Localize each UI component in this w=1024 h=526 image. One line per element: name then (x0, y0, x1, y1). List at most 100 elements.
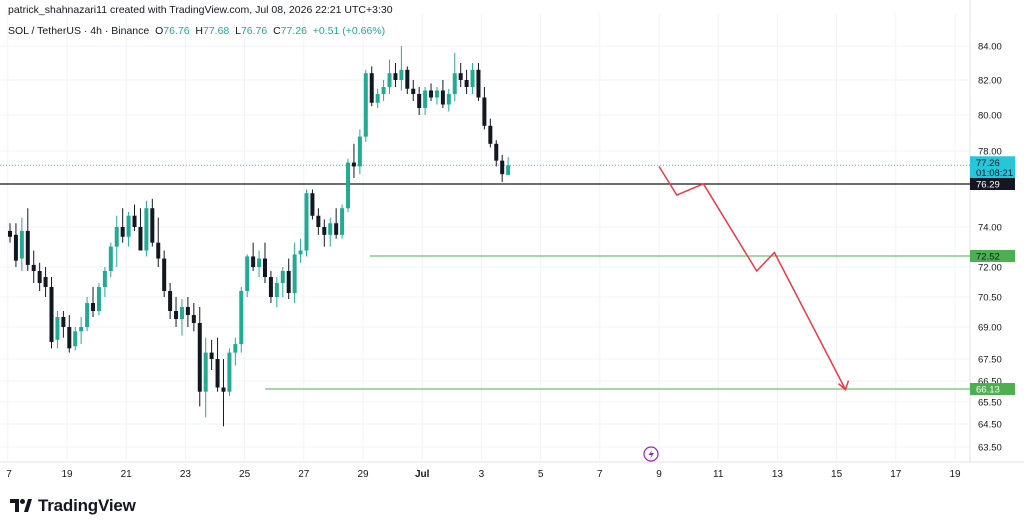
candle-body (221, 387, 226, 392)
time-axis[interactable]: 7 19 21 23 25 27 29 Jul 3 5 7 9 11 13 15 17 19 (6, 469, 961, 480)
price-tick-label: 80.00 (978, 111, 1002, 122)
black-level-tag (970, 178, 1015, 190)
price-axis[interactable]: 84.00 82.00 80.00 78.00 74.00 72.00 70.50 69.00… (978, 42, 1002, 454)
candle-body (292, 254, 297, 293)
candle-body (316, 215, 321, 227)
candle-body (96, 287, 101, 311)
chart-caption: patrick_shahnazari11 created with Tradin… (8, 4, 393, 16)
price-tick-label: 66.50 (978, 377, 1002, 388)
candle-body (67, 327, 72, 349)
candle-body (150, 208, 155, 243)
time-tick-label: 7 (597, 469, 603, 480)
candle-body (25, 230, 30, 265)
projection-path (658, 166, 850, 391)
close-value: 77.26 (280, 25, 307, 37)
candle-body (411, 88, 416, 94)
tradingview-logo-icon (10, 499, 32, 512)
time-tick-label: 13 (772, 469, 784, 480)
candle-body (108, 246, 113, 271)
price-tick-label: 64.50 (978, 420, 1002, 431)
candle-body (197, 323, 202, 392)
candle-body (375, 94, 380, 103)
candle-body (168, 291, 173, 311)
high-label: H (195, 25, 203, 37)
green-low-tag-text: 66.13 (976, 385, 1000, 396)
price-tick-label: 69.00 (978, 323, 1002, 334)
candle-body (156, 242, 161, 259)
candle-body (85, 303, 90, 327)
time-tick-label: 21 (121, 469, 133, 480)
symbol-label[interactable]: SOL / TetherUS · 4h · Binance (8, 25, 150, 37)
time-tick-label: 19 (61, 469, 73, 480)
candle-body (310, 193, 315, 216)
current-price-tag-text: 01:08:21 (976, 168, 1013, 179)
green-mid-tag (970, 250, 1015, 262)
time-tick-label: 27 (298, 469, 310, 480)
candles (8, 46, 511, 427)
change-value: +0.51 (+0.66%) (312, 25, 386, 37)
candle-body (102, 271, 107, 287)
price-tick-label: 70.50 (978, 293, 1002, 304)
green-low-tag (970, 383, 1015, 395)
candle-body (346, 162, 351, 209)
candle-body (464, 80, 469, 87)
price-tick-label: 65.50 (978, 398, 1002, 409)
black-level-tag-text: 76.29 (976, 180, 1000, 191)
candle-body (357, 136, 362, 167)
candle-body (363, 73, 368, 137)
candle-body (79, 327, 84, 332)
candle-body (351, 162, 356, 167)
candle-body (387, 73, 392, 87)
candle-body (488, 125, 493, 144)
candle-body (37, 271, 42, 283)
open-label: O (155, 25, 164, 37)
candle-body (381, 87, 386, 94)
price-tick-label: 67.50 (978, 355, 1002, 366)
price-tick-label: 72.00 (978, 263, 1002, 274)
candle-body (417, 94, 422, 108)
current-price-tag (970, 156, 1015, 179)
time-tick-label: 19 (949, 469, 961, 480)
candle-body (8, 230, 12, 237)
time-tick-label: 7 (6, 469, 12, 480)
event-icon[interactable] (643, 446, 659, 462)
candle-body (132, 215, 137, 227)
tradingview-logo[interactable]: TradingView (10, 496, 136, 516)
price-tick-label: 74.00 (978, 223, 1002, 234)
candle-body (506, 165, 511, 175)
candle-body (458, 73, 463, 80)
candle-body (322, 227, 327, 235)
candle-body (91, 303, 96, 311)
tradingview-brand: TradingView (38, 496, 136, 515)
candle-body (470, 69, 475, 87)
price-tick-label: 84.00 (978, 42, 1002, 53)
time-tick-label: 3 (479, 469, 485, 480)
candle-body (73, 331, 78, 347)
time-tick-label: 15 (831, 469, 843, 480)
open-value: 76.76 (163, 25, 190, 37)
candle-body (494, 143, 499, 161)
time-tick-label: 25 (239, 469, 251, 480)
price-tick-label: 82.00 (978, 76, 1002, 87)
time-tick-label: 11 (713, 469, 724, 480)
projection-arrowhead (837, 380, 850, 391)
candle-body (227, 352, 232, 392)
candle-body (61, 317, 66, 327)
candle-body (334, 223, 339, 235)
candle-body (328, 223, 333, 235)
projection-line (658, 166, 847, 390)
candle-body (340, 208, 345, 235)
candle-body (19, 230, 24, 259)
low-label: L (235, 25, 241, 37)
candle-body (476, 69, 481, 98)
candle-body (369, 73, 374, 103)
current-price-tag-text: 77.26 (976, 158, 1000, 169)
candle-body (185, 307, 190, 315)
candle-body (209, 352, 214, 359)
chart-grid (0, 0, 1024, 463)
candle-body (304, 193, 309, 251)
candle-body (482, 97, 487, 126)
green-mid-tag-text: 72.52 (976, 252, 1000, 263)
